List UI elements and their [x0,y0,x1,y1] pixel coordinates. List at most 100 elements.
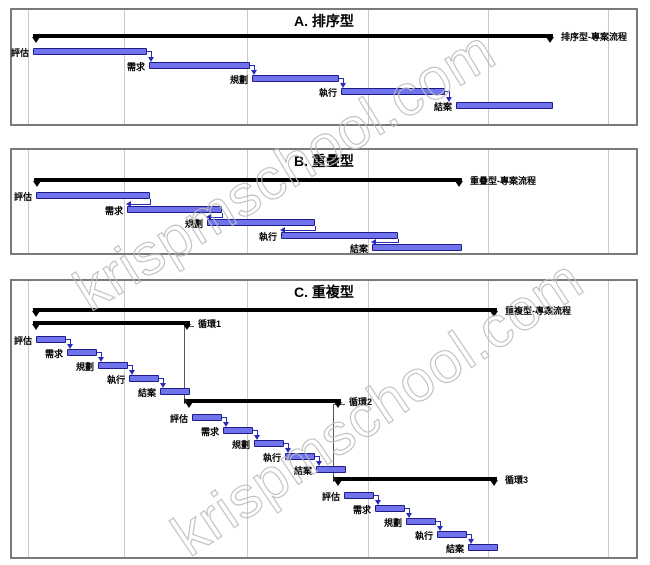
dependency-link-vertical [222,213,223,217]
summary-start-triangle-icon [334,480,342,486]
dependency-link-horizontal [210,217,223,218]
task-label: 評估 [321,492,340,502]
gridline [368,150,369,253]
dependency-link-horizontal [374,495,379,496]
dependency-link-arrow-icon [468,539,474,544]
gridline [608,10,609,124]
summary-end-triangle-icon [455,181,463,187]
task-label: 需求 [126,62,145,72]
gridline [608,150,609,253]
task-label: 執行 [414,531,433,541]
dependency-link-horizontal [405,508,410,509]
dependency-link-horizontal [284,443,289,444]
summary-bar [335,477,497,481]
gridline [488,10,489,124]
task-label: 結案 [349,244,368,254]
task-label: 執行 [262,453,281,463]
dependency-link-horizontal [375,242,399,243]
task-bar [252,75,339,82]
task-label: 評估 [13,192,32,202]
gridline [247,150,248,253]
dependency-link-arrow-icon [67,344,73,349]
task-bar [456,102,553,109]
task-bar [207,219,315,226]
gridline [124,150,125,253]
dependency-link-vertical [151,51,152,58]
task-label: 規劃 [184,219,203,229]
task-label: 評估 [169,414,188,424]
summary-end-triangle-icon [546,37,554,43]
dependency-link-vertical [471,534,472,540]
dependency-link-arrow-icon [254,435,260,440]
summary-bar [34,178,462,182]
task-bar [437,531,467,538]
dependency-link-vertical [254,65,255,71]
dependency-link-vertical [163,378,164,384]
task-bar [67,349,97,356]
dependency-link-vertical [101,352,102,358]
dependency-link-vertical [257,430,258,436]
dependency-link-horizontal [97,352,102,353]
task-bar [192,414,222,421]
task-label: 需求 [352,505,371,515]
dependency-link-horizontal [467,534,472,535]
summary-bar [186,399,341,403]
dependency-link-horizontal [66,339,71,340]
task-bar [129,375,159,382]
task-label: 執行 [318,88,337,98]
summary-label: 循環2 [349,397,373,407]
section-b-panel [10,148,638,255]
dependency-link-arrow-icon [148,57,154,62]
task-bar [406,518,436,525]
summary-label: 循環3 [505,475,529,485]
task-bar [149,62,250,69]
section-a-panel [10,8,638,126]
dependency-link-arrow-icon [251,70,257,75]
summary-bar [33,321,190,325]
summary-bar [33,308,497,312]
dependency-link-vertical [132,365,133,371]
task-bar [468,544,498,551]
summary-end-triangle-icon [490,311,498,317]
task-bar [98,362,128,369]
dependency-link-vertical [319,456,320,462]
summary-start-triangle-icon [32,311,40,317]
task-bar [160,388,190,395]
task-label: 需求 [104,206,123,216]
summary-start-triangle-icon [32,37,40,43]
task-bar [36,336,66,343]
dependency-link-arrow-icon [98,357,104,362]
summary-label: 重疊型-專案流程 [470,176,536,186]
dependency-link-vertical [150,199,151,204]
task-label: 結案 [293,466,312,476]
dependency-link-arrow-icon [446,97,452,102]
dependency-link-horizontal [339,78,344,79]
gridline [488,281,489,557]
task-label: 結案 [445,544,464,554]
task-label: 規劃 [231,440,250,450]
task-bar [36,192,150,199]
dependency-link-arrow-icon [129,370,135,375]
dependency-link-vertical [70,339,71,345]
task-label: 需求 [200,427,219,437]
dependency-link-horizontal [147,51,152,52]
task-bar [285,453,315,460]
summary-bar [33,34,553,38]
task-label: 結案 [433,102,452,112]
section-b-title: B. 重疊型 [294,153,354,169]
gridline [124,10,125,124]
task-label: 評估 [10,48,29,58]
dependency-link-vertical [315,226,316,230]
dependency-link-horizontal [222,417,227,418]
gridline [368,10,369,124]
cycle-link-arrow-icon [184,398,189,404]
dependency-link-horizontal [128,365,133,366]
gridline [124,281,125,557]
task-label: 規劃 [75,362,94,372]
summary-start-triangle-icon [185,402,193,408]
task-bar [33,48,147,55]
dependency-link-horizontal [284,230,316,231]
dependency-link-arrow-icon [285,448,291,453]
gridline [247,281,248,557]
